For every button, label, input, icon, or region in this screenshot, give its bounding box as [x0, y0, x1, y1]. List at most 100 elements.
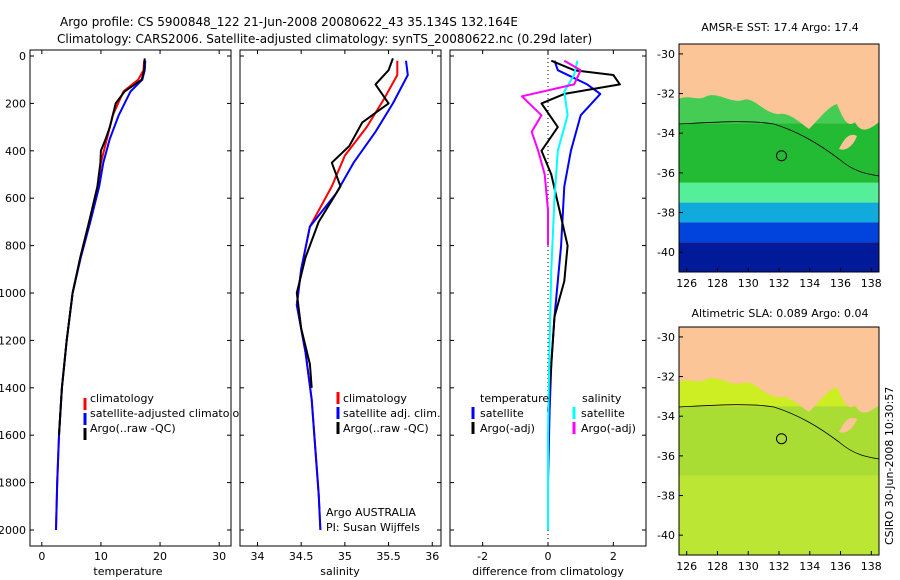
sst-map-title: AMSR-E SST: 17.4 Argo: 17.4: [701, 21, 859, 34]
lat-tick-label: -40: [657, 529, 675, 542]
side-timestamp: CSIRO 30-Jun-2008 10:30:57: [883, 387, 896, 545]
argo-position-marker: [776, 433, 788, 445]
legend-label-argo: Argo(..raw -QC): [343, 422, 429, 435]
depth-contour: [679, 121, 879, 177]
y-tick-label: 1000: [0, 287, 26, 300]
legend-label-climatology: climatology: [90, 392, 154, 405]
salinity-panel: 34 34.5 35 35.5 36 climatology satellite adj…: [239, 49, 442, 578]
lon-tick-label: 136: [830, 560, 851, 573]
field-band-2: [679, 182, 879, 203]
lat-tick-label: -38: [657, 207, 675, 220]
argo-country-label: Argo AUSTRALIA: [326, 506, 416, 519]
lon-tick-label: 134: [799, 560, 820, 573]
y-tick-label: 600: [5, 192, 26, 205]
difference-xlabel: difference from climatology: [472, 565, 624, 578]
legend-label-argo: Argo(..raw -QC): [90, 422, 176, 435]
x-tick-label: 20: [153, 550, 167, 563]
lon-tick-label: 128: [707, 277, 728, 290]
series-line-2: [295, 58, 394, 388]
lat-tick-label: -30: [657, 48, 675, 61]
temperature-ticks: 0 10 20 30 0 200 400 600 800 1000 1200 1400 1600 1800…: [0, 50, 231, 563]
lat-tick-label: -36: [657, 167, 675, 180]
field-band-1: [679, 123, 879, 183]
series-line-1: [295, 60, 409, 531]
lat-tick-label: -36: [657, 450, 675, 463]
legend-label-satellite-salinity: satellite: [581, 407, 625, 420]
lon-tick-label: 136: [830, 277, 851, 290]
x-tick-label: -2: [477, 550, 488, 563]
y-tick-label: 200: [5, 97, 26, 110]
series-line-2: [58, 58, 146, 436]
series-line-0: [547, 60, 602, 530]
series-line-2: [547, 60, 579, 530]
lat-tick-label: -32: [657, 371, 675, 384]
field-band-5: [679, 242, 879, 272]
sst-map-ticks: 126 128 130 132 134 136 138 -30 -32 -34 -36 -38 -40: [657, 48, 882, 290]
lat-tick-label: -34: [657, 127, 675, 140]
field-band-1: [679, 406, 879, 476]
difference-ticks: -2 0 2: [450, 50, 646, 563]
lat-tick-label: -34: [657, 410, 675, 423]
x-tick-label: 34: [250, 550, 264, 563]
legend-label-satellite: satellite adj. clim.: [343, 407, 440, 420]
legend-label-argo-salinity: Argo(-adj): [581, 422, 636, 435]
argo-position-marker: [776, 150, 788, 162]
salinity-series: [295, 58, 409, 531]
x-tick-label: 0: [545, 550, 552, 563]
lon-tick-label: 130: [738, 277, 759, 290]
coastline: [679, 44, 879, 130]
coastline: [679, 327, 879, 413]
lat-tick-label: -38: [657, 490, 675, 503]
x-tick-label: 2: [610, 550, 617, 563]
legend-label-satellite: satellite-adjusted climatology: [90, 407, 253, 420]
sla-map-panel: Altimetric SLA: 0.089 Argo: 0.04 126 128 1…: [657, 307, 882, 573]
lon-tick-label: 138: [861, 560, 882, 573]
temperature-panel: 0 10 20 30 0 200 400 600 800 1000 1200 1400 1600 1800…: [0, 49, 253, 578]
lat-tick-label: -32: [657, 88, 675, 101]
salinity-legend: climatology satellite adj. clim. Argo(..…: [336, 392, 440, 435]
lon-tick-label: 138: [861, 277, 882, 290]
y-tick-label: 800: [5, 240, 26, 253]
x-tick-label: 34.5: [289, 550, 314, 563]
lon-tick-label: 134: [799, 277, 820, 290]
field-band-4: [679, 222, 879, 243]
x-tick-label: 35.5: [376, 550, 401, 563]
field-band-2: [679, 475, 879, 555]
salinity-axes-frame: [239, 49, 442, 547]
island-kangaroo: [839, 417, 857, 433]
series-line-3: [520, 59, 582, 246]
temperature-series: [55, 58, 147, 531]
lon-tick-label: 132: [769, 560, 790, 573]
lon-tick-label: 126: [676, 560, 697, 573]
x-tick-label: 0: [38, 550, 45, 563]
difference-legend: temperature satellite Argo(-adj) salinit…: [471, 392, 636, 435]
sla-map-ticks: 126 128 130 132 134 136 138 -30 -32 -34 -36 -38 -40: [657, 331, 882, 573]
y-tick-label: 1200: [0, 334, 26, 347]
salinity-ticks: 34 34.5 35 35.5 36: [240, 50, 441, 563]
difference-panel: -2 0 2 temperature satellite Argo(-adj) sa…: [449, 49, 647, 578]
y-tick-label: 400: [5, 145, 26, 158]
legend-label-satellite: satellite: [480, 407, 524, 420]
difference-series: [520, 59, 621, 530]
legend-label-climatology: climatology: [343, 392, 407, 405]
lon-tick-label: 126: [676, 277, 697, 290]
lon-tick-label: 130: [738, 560, 759, 573]
header-line-2: Climatology: CARS2006. Satellite-adjuste…: [57, 32, 592, 46]
lat-tick-label: -30: [657, 331, 675, 344]
pi-label: PI: Susan Wijffels: [326, 521, 420, 534]
y-tick-label: 0: [19, 50, 26, 63]
sla-map-title: Altimetric SLA: 0.089 Argo: 0.04: [691, 307, 868, 320]
sst-map-panel: AMSR-E SST: 17.4 Argo: 17.4 126 128 130 132…: [657, 21, 882, 290]
salinity-xlabel: salinity: [320, 565, 360, 578]
temperature-axes-frame: [29, 49, 232, 547]
series-line-1: [540, 59, 621, 412]
lon-tick-label: 128: [707, 560, 728, 573]
lat-tick-label: -40: [657, 246, 675, 259]
lon-tick-label: 132: [769, 277, 790, 290]
x-tick-label: 35: [338, 550, 352, 563]
x-tick-label: 30: [212, 550, 226, 563]
y-tick-label: 2000: [0, 524, 26, 537]
header-line-1: Argo profile: CS 5900848_122 21-Jun-2008…: [60, 15, 518, 29]
island-kangaroo: [839, 134, 857, 150]
